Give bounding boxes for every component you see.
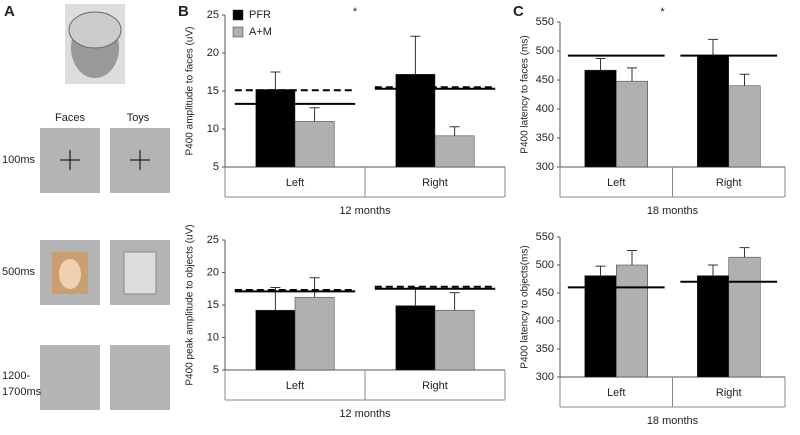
y-tick-label: 15 xyxy=(207,299,219,311)
stimulus xyxy=(40,345,100,410)
y-tick-label: 500 xyxy=(536,45,554,57)
error-bar xyxy=(309,277,320,298)
y-tick-label: 10 xyxy=(207,123,219,135)
stimulus xyxy=(110,345,170,410)
bar xyxy=(616,264,648,378)
error-bar xyxy=(449,126,460,136)
bar xyxy=(728,85,761,168)
x-tick-label: Right xyxy=(422,380,448,392)
row-label: 1700ms xyxy=(2,386,42,398)
error-bar xyxy=(270,71,281,90)
panel-a: A Faces Toys 100ms 500ms 1200- 1700ms xyxy=(2,3,170,410)
bar xyxy=(584,275,617,378)
legend-label: PFR xyxy=(249,9,271,21)
y-tick-label: 25 xyxy=(207,9,219,21)
x-tick-label: Left xyxy=(607,177,625,189)
x-axis-label: 18 months xyxy=(647,415,699,427)
x-tick-label: Right xyxy=(716,387,742,399)
bar xyxy=(294,296,335,371)
y-axis-label: P400 latency to faces (ms) xyxy=(520,35,531,153)
row-label: 100ms xyxy=(2,154,36,166)
legend-label: A+M xyxy=(249,26,272,38)
x-axis-label: 12 months xyxy=(339,408,391,420)
legend-swatch xyxy=(232,9,244,21)
bar xyxy=(255,89,296,168)
bar xyxy=(728,256,761,378)
y-axis-label: P400 latency to objects(ms) xyxy=(520,245,531,368)
y-tick-label: 350 xyxy=(536,343,554,355)
y-tick-label: 550 xyxy=(536,16,554,28)
face-image xyxy=(59,259,81,289)
error-bar xyxy=(708,38,718,56)
error-bar xyxy=(595,58,606,71)
bar xyxy=(434,135,475,168)
fixation-cross xyxy=(60,150,150,170)
significance: * xyxy=(660,6,665,18)
panel-label: A xyxy=(4,3,15,20)
column-label: Toys xyxy=(127,112,150,124)
bar xyxy=(616,80,648,168)
error-bar xyxy=(708,264,718,276)
y-tick-label: 450 xyxy=(536,287,554,299)
bar xyxy=(294,121,335,168)
y-tick-label: 10 xyxy=(207,331,219,343)
x-tick-label: Right xyxy=(716,177,742,189)
x-tick-label: Right xyxy=(422,177,448,189)
y-tick-label: 20 xyxy=(207,266,219,278)
error-bar xyxy=(739,73,750,86)
y-axis-label: P400 amplitude to faces (uV) xyxy=(185,27,196,156)
x-tick-label: Left xyxy=(607,387,625,399)
bar xyxy=(584,69,617,168)
error-bar xyxy=(627,249,637,265)
x-axis-label: 12 months xyxy=(339,205,391,217)
error-bar xyxy=(739,247,750,258)
y-tick-label: 20 xyxy=(207,47,219,59)
bar xyxy=(697,275,729,378)
x-axis-label: 18 months xyxy=(647,205,699,217)
toy-image xyxy=(123,251,157,295)
row-label: 1200- xyxy=(2,370,30,382)
y-tick-label: 350 xyxy=(536,132,554,144)
error-bar xyxy=(309,107,320,122)
y-tick-label: 400 xyxy=(536,315,554,327)
significance: * xyxy=(353,6,358,18)
legend-swatch xyxy=(232,26,244,38)
x-tick-label: Left xyxy=(286,380,304,392)
error-bar xyxy=(410,286,421,306)
y-tick-label: 25 xyxy=(207,234,219,246)
column-label: Faces xyxy=(55,112,85,124)
y-tick-label: 300 xyxy=(536,371,554,383)
bar xyxy=(697,54,729,168)
error-bar xyxy=(410,35,421,75)
row-label: 500ms xyxy=(2,266,36,278)
y-tick-label: 450 xyxy=(536,74,554,86)
y-tick-label: 5 xyxy=(213,364,219,376)
x-tick-label: Left xyxy=(286,177,304,189)
y-tick-label: 5 xyxy=(213,161,219,173)
bar xyxy=(255,309,296,371)
y-tick-label: 300 xyxy=(536,161,554,173)
y-tick-label: 400 xyxy=(536,103,554,115)
error-bar xyxy=(449,292,460,311)
y-tick-label: 15 xyxy=(207,85,219,97)
error-bar xyxy=(595,265,606,276)
bar xyxy=(395,305,436,371)
y-axis-label: P400 peak amplitude to objects (uV) xyxy=(185,224,196,385)
panel-label: C xyxy=(513,3,524,20)
bar xyxy=(395,74,436,168)
y-tick-label: 550 xyxy=(536,231,554,243)
eeg-cap xyxy=(68,11,122,49)
error-bar xyxy=(627,67,637,82)
y-tick-label: 500 xyxy=(536,259,554,271)
panel-label: B xyxy=(178,3,189,20)
bar xyxy=(434,309,475,371)
